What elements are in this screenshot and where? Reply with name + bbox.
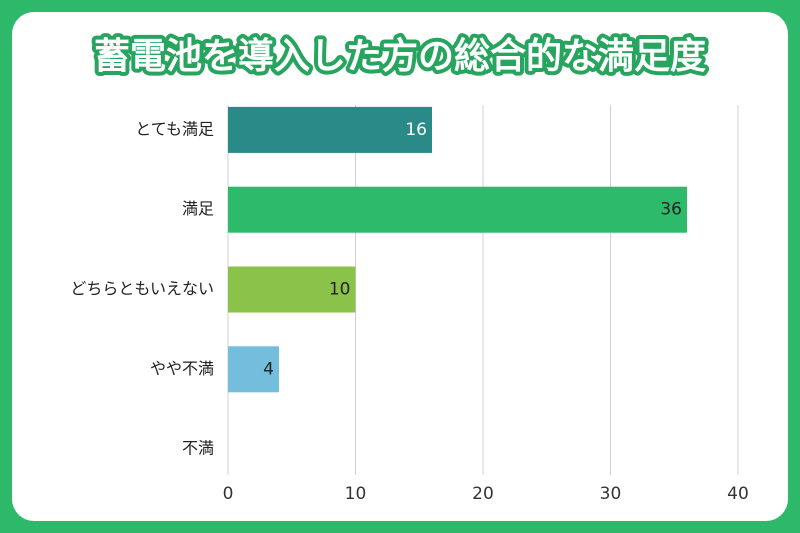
value-label: 36 bbox=[660, 200, 682, 220]
x-tick-label: 20 bbox=[472, 484, 494, 504]
bar bbox=[228, 186, 687, 233]
value-label: 4 bbox=[263, 359, 274, 379]
value-label: 10 bbox=[329, 280, 351, 300]
x-tick-label: 0 bbox=[223, 484, 234, 504]
y-tick-label: どちらともいえない bbox=[70, 279, 214, 298]
y-tick-label: 不満 bbox=[182, 439, 214, 458]
value-label: 16 bbox=[405, 120, 427, 140]
bar bbox=[228, 266, 356, 313]
chart-title: 蓄電池を導入した方の総合的な満足度 bbox=[94, 36, 706, 77]
y-tick-label: 満足 bbox=[182, 199, 214, 218]
y-tick-label: とても満足 bbox=[135, 119, 214, 138]
x-tick-label: 30 bbox=[600, 484, 622, 504]
y-tick-label: やや不満 bbox=[150, 359, 214, 378]
card bbox=[12, 12, 788, 521]
bar bbox=[228, 346, 279, 393]
bar bbox=[228, 106, 432, 153]
x-tick-label: 10 bbox=[345, 484, 367, 504]
x-tick-label: 40 bbox=[727, 484, 749, 504]
